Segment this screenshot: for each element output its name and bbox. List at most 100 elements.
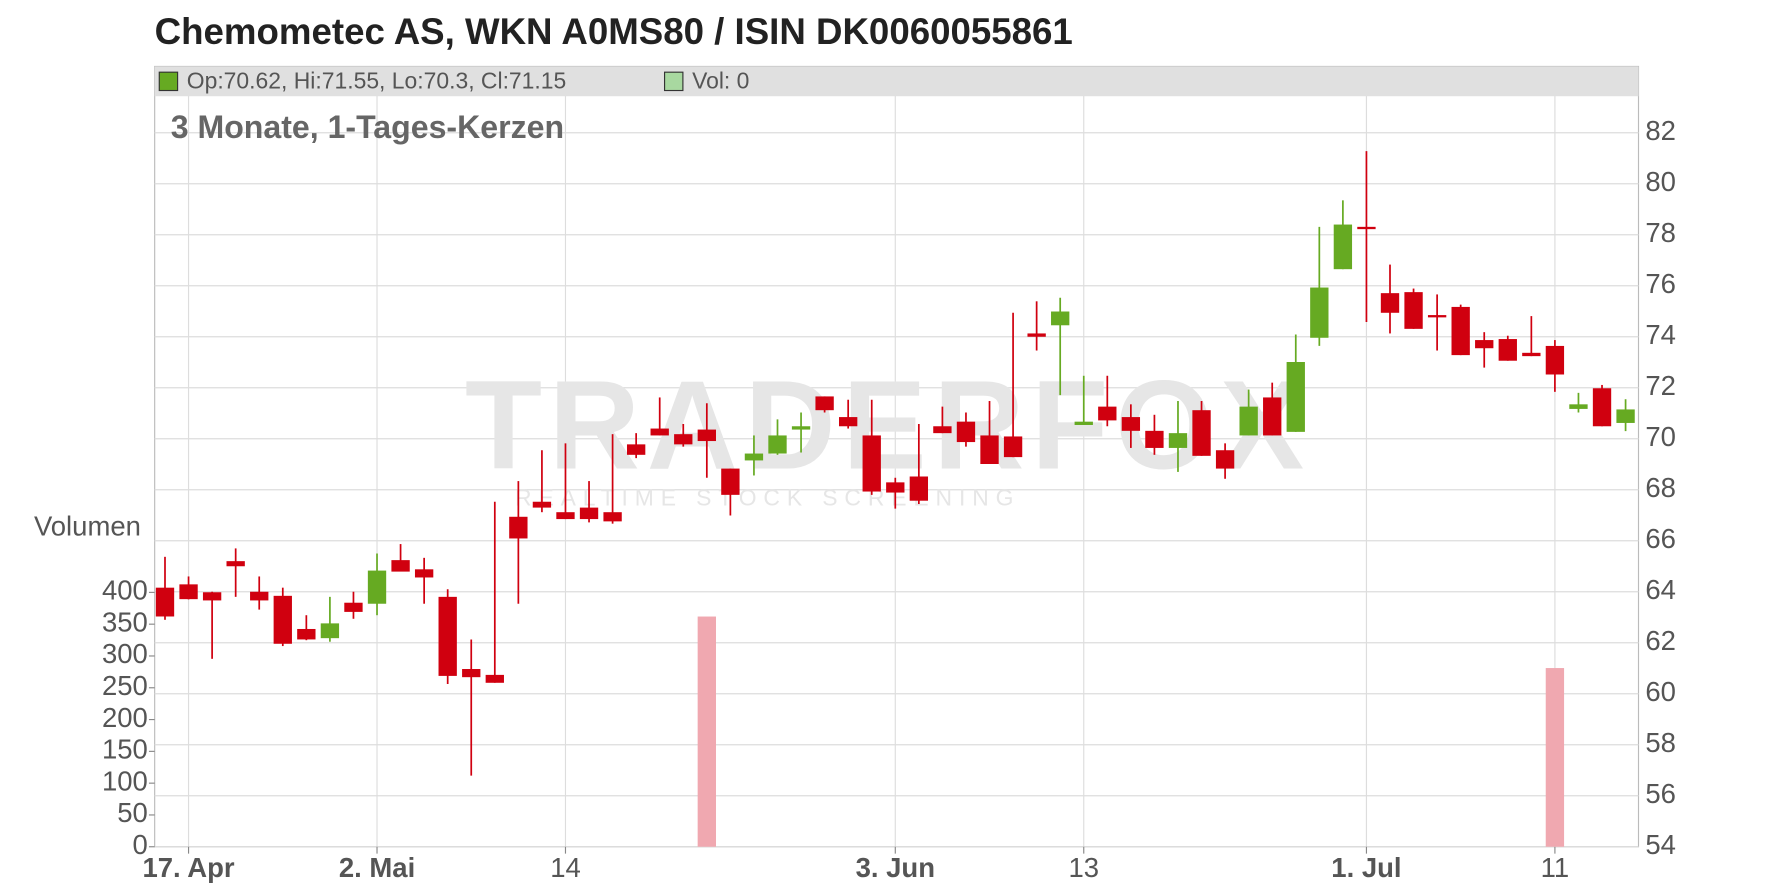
candle-body [909,476,929,501]
subtitle: 3 Monate, 1-Tages-Kerzen [171,109,564,145]
candle-body [1498,339,1517,361]
candle-body [768,435,787,454]
y-tick-label: 80 [1645,166,1676,197]
y-tick-label: 56 [1645,778,1676,809]
y-tick-label: 60 [1645,676,1676,707]
candle-body [1098,406,1117,421]
candle-body [697,429,716,442]
y2-tick-label: 50 [117,797,148,828]
chart-title: Chemometec AS, WKN A0MS80 / ISIN DK00600… [155,11,1073,52]
candle-body [1263,397,1282,436]
x-tick-label: 14 [550,852,581,883]
candle-body [1404,292,1423,329]
x-tick-label: 1. Jul [1331,852,1401,883]
volume-bar [1545,668,1565,847]
y-tick-label: 66 [1645,523,1676,554]
candle-body [1168,433,1188,448]
y2-tick-label: 100 [102,765,148,796]
candle-body [1121,417,1141,431]
candle-body [1286,361,1305,432]
candle-body [250,591,269,601]
y-tick-label: 76 [1645,268,1676,299]
candle-body [674,434,693,445]
candle-body [603,512,622,522]
y-tick-label: 78 [1645,217,1676,248]
y-tick-label: 70 [1645,421,1676,452]
candle-body [414,569,434,578]
candle-body [297,628,316,640]
candle-body [626,444,646,455]
candle-body [744,453,764,461]
legend-text: Op:70.62, Hi:71.55, Lo:70.3, Cl:71.15 [187,68,567,94]
y-tick-label: 72 [1645,370,1676,401]
candle-body [1357,226,1376,230]
candle-body [1215,450,1235,469]
y2-tick-label: 200 [102,702,148,733]
plot-area [154,65,1640,848]
volume-bar [697,616,716,847]
y2-tick-label: 150 [102,734,148,765]
y-tick-label: 68 [1645,472,1676,503]
candle-body [1427,315,1447,318]
candle-body [462,669,481,678]
candle-body [815,396,834,411]
y-tick-label: 62 [1645,625,1676,656]
watermark-sub: REALTIME STOCK SCREENING [515,485,1020,511]
candle-body [1192,410,1211,456]
candle-body [1522,352,1541,357]
y2-tick-label: 250 [102,670,148,701]
candle-body [956,421,976,443]
watermark: TRADERFOX [465,355,1311,496]
x-tick-label: 2. Mai [339,852,415,883]
candle-body [155,587,175,617]
y-tick-label: 82 [1645,115,1676,146]
candle-body [1145,430,1164,448]
candle-body [1545,345,1565,375]
candle-body [273,595,292,644]
candle-body [1027,333,1046,337]
candle-body [579,507,599,520]
candle-body [1051,311,1070,326]
candle-body [344,602,363,612]
candle-body [391,560,410,572]
y2-tick-label: 400 [102,575,148,606]
candle-body [1475,340,1494,349]
candle-body [202,592,222,601]
candle-body [1592,388,1612,427]
x-tick-label: 3. Jun [856,852,935,883]
candle-body [320,623,340,639]
candle-body [886,482,905,493]
y2-tick-label: 350 [102,606,148,637]
legend-text: Vol: 0 [692,68,749,94]
x-tick-label: 17. Apr [142,852,234,883]
candle-body [839,417,858,427]
candle-body [367,570,387,604]
y-tick-label: 58 [1645,727,1676,758]
candle-body [933,426,952,434]
legend-swatch [158,71,179,92]
candle-body [1380,293,1400,313]
candle-body [862,435,881,492]
candle-body [556,512,575,520]
x-tick-label: 13 [1068,852,1099,883]
candle-body [1074,421,1093,425]
candle-body [650,428,669,436]
candle-body [1310,287,1329,338]
candle-body [1616,409,1635,423]
candle-body [485,674,504,683]
y2-tick-label: 0 [133,829,148,860]
candle-body [721,468,740,495]
y-tick-label: 74 [1645,319,1676,350]
legend-swatch [663,71,684,92]
volume-axis-label: Volumen [34,510,141,541]
candle-body [791,426,811,430]
candle-body [509,516,528,539]
x-tick-label: 11 [1541,852,1570,883]
candle-body [1333,224,1353,270]
candle-body [980,435,999,464]
candle-body [226,561,245,567]
candle-body [532,501,552,508]
candle-body [179,584,198,600]
